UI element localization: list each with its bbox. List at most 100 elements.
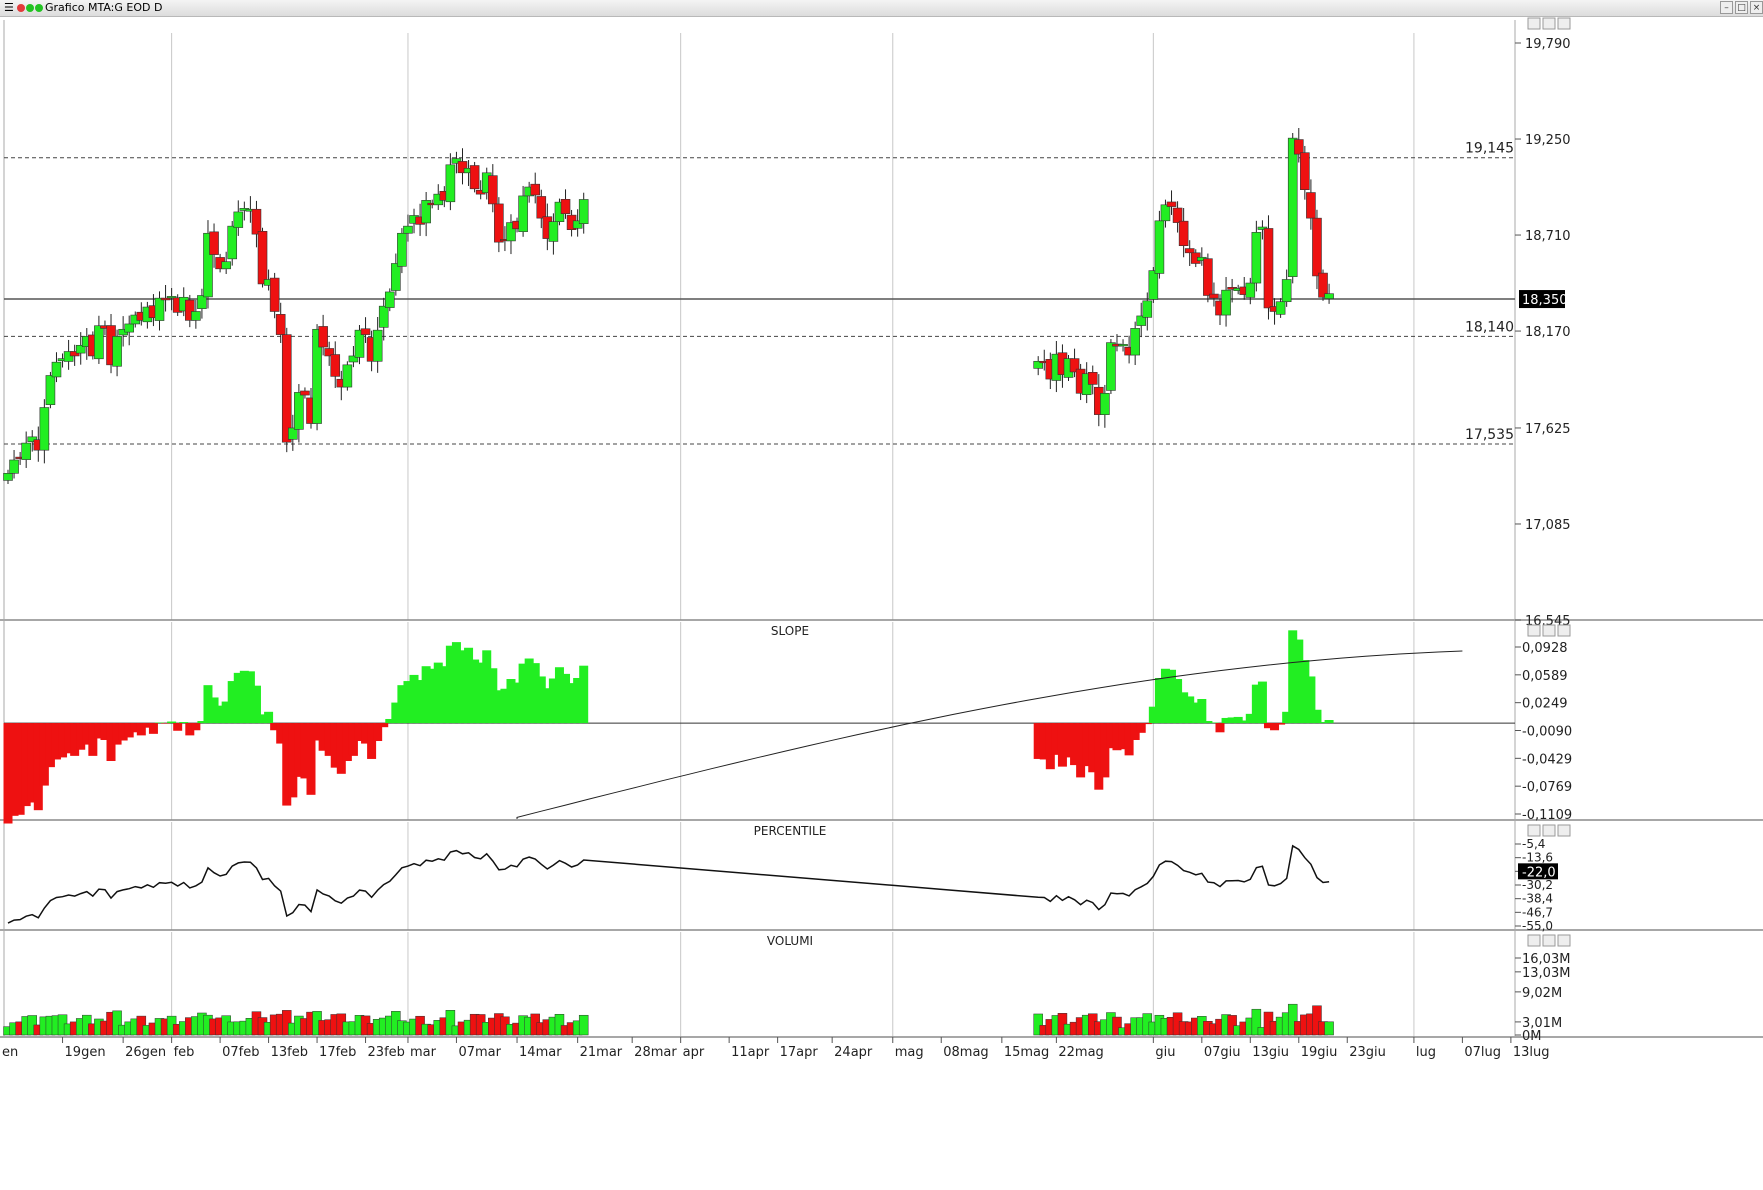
- slope-bar: [1106, 723, 1116, 749]
- restore-icon: [1542, 624, 1556, 637]
- y-tick-label: -0,1109: [1522, 808, 1572, 823]
- slope-bar: [161, 723, 171, 724]
- y-tick-label: 13,03M: [1522, 966, 1570, 981]
- y-tick-label: 17,625: [1525, 422, 1571, 437]
- slope-bar: [409, 674, 419, 724]
- slope-bar: [294, 723, 304, 777]
- x-tick-label: 17feb: [319, 1045, 356, 1060]
- y-tick-label: 18,710: [1525, 229, 1571, 244]
- candle: [457, 161, 468, 174]
- slope-bar: [239, 670, 249, 724]
- slope-bar: [482, 650, 492, 724]
- slope-bar: [506, 679, 516, 724]
- candle: [1312, 217, 1322, 277]
- x-tick-label: 07feb: [222, 1045, 259, 1060]
- y-tick-label: -55,0: [1522, 919, 1553, 933]
- y-tick-label: -38,4: [1522, 892, 1553, 906]
- candle: [572, 220, 583, 229]
- candle: [1293, 139, 1304, 155]
- candle: [1160, 204, 1171, 222]
- slope-bar: [1112, 723, 1122, 751]
- minimize-icon[interactable]: –: [1720, 1, 1733, 14]
- slope-bar: [173, 723, 183, 731]
- slope-bar: [64, 723, 74, 754]
- volume-bar: [554, 1013, 565, 1036]
- candle: [124, 323, 134, 333]
- candle: [227, 225, 238, 260]
- candle: [1178, 220, 1189, 247]
- hamburger-icon[interactable]: ☰: [4, 1, 14, 14]
- candle: [421, 200, 431, 224]
- slope-bar: [1197, 698, 1207, 724]
- volume-bar: [578, 1014, 589, 1036]
- slope-bar: [1051, 723, 1061, 755]
- candle: [1251, 232, 1262, 284]
- slope-bar: [215, 705, 225, 724]
- slope-bar: [1045, 723, 1055, 770]
- close-icon[interactable]: ×: [1750, 1, 1763, 14]
- y-tick-label: 19,790: [1525, 37, 1571, 52]
- slope-bar: [1257, 681, 1267, 724]
- slope-bar: [191, 723, 201, 731]
- slope-bar: [1167, 669, 1177, 724]
- candle: [487, 175, 498, 205]
- slope-bar: [270, 723, 280, 731]
- candle: [275, 314, 286, 335]
- candle: [251, 208, 262, 235]
- slope-bar: [342, 723, 352, 761]
- candle: [1300, 152, 1310, 190]
- stock-chart: 16,54517,08517,62518,17018,71019,25019,7…: [0, 17, 1763, 1060]
- slope-bar: [142, 723, 152, 728]
- candle: [1130, 328, 1140, 356]
- slope-bar: [245, 671, 255, 724]
- candle: [397, 232, 407, 267]
- slope-bar: [1185, 696, 1195, 724]
- slope-bar: [1173, 679, 1183, 724]
- candle: [1245, 282, 1256, 298]
- slope-trend-line: [516, 650, 1463, 820]
- candle: [445, 164, 456, 203]
- candle: [318, 326, 328, 348]
- slope-bar: [282, 723, 292, 806]
- slope-bar: [1300, 660, 1310, 724]
- current-value-label: -22,0: [1522, 865, 1556, 880]
- slope-bar: [88, 723, 98, 756]
- slope-bar: [251, 685, 261, 724]
- last-price-badge: [1519, 290, 1565, 309]
- slope-bar: [445, 645, 455, 724]
- x-tick-label: 23giu: [1349, 1045, 1386, 1060]
- percentile-line: [7, 844, 1330, 924]
- slope-bar: [318, 723, 328, 751]
- slope-bar: [1251, 684, 1261, 724]
- y-tick-label: 3,01M: [1522, 1016, 1562, 1031]
- candle: [348, 355, 359, 363]
- slope-bar: [233, 672, 243, 724]
- x-tick-label: 23feb: [368, 1045, 405, 1060]
- x-tick-label: 22mag: [1058, 1045, 1103, 1060]
- candle: [1106, 342, 1116, 391]
- candle: [1142, 300, 1153, 318]
- slope-bar: [1160, 668, 1170, 724]
- candle: [1221, 289, 1231, 316]
- candle: [1136, 315, 1147, 326]
- slope-bar: [1130, 723, 1140, 740]
- slope-bar: [1245, 713, 1255, 724]
- slope-bar: [112, 723, 122, 745]
- candle: [1172, 207, 1183, 223]
- slope-bar: [554, 667, 564, 724]
- slope-bar: [518, 663, 528, 724]
- close-icon: [1557, 17, 1571, 30]
- slope-bar: [385, 718, 395, 724]
- x-tick-label: 19giu: [1301, 1045, 1338, 1060]
- slope-bar: [1148, 706, 1158, 724]
- slope-bar: [415, 680, 425, 724]
- x-tick-label: 07mar: [458, 1045, 501, 1060]
- volume-bar: [282, 1010, 292, 1036]
- slope-bar: [185, 723, 195, 736]
- slope-bar: [536, 676, 546, 724]
- slope-bar: [1203, 721, 1213, 724]
- slope-bar: [379, 723, 389, 728]
- slope-bar: [1227, 717, 1237, 724]
- restore-icon[interactable]: □: [1735, 1, 1748, 14]
- slope-bar: [203, 685, 213, 724]
